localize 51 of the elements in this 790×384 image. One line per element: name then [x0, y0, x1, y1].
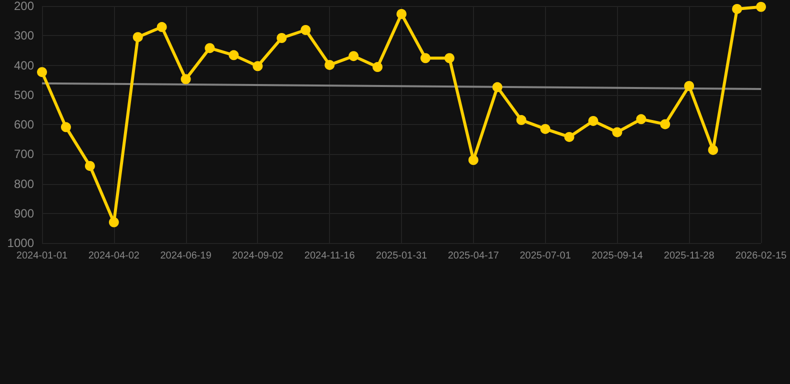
x-tick-label: 2024-01-01	[16, 250, 68, 262]
x-tick-label: 2024-11-16	[304, 250, 356, 262]
y-tick-label: 700	[14, 147, 34, 162]
point	[660, 119, 670, 130]
point	[516, 115, 526, 126]
point	[324, 60, 335, 70]
point	[372, 62, 383, 72]
point	[156, 22, 167, 32]
point	[708, 144, 718, 155]
x-tick-label: 2026-02-15	[735, 250, 788, 262]
y-tick-label: 1000	[7, 236, 34, 250]
point	[444, 53, 454, 64]
y-tick-label: 500	[14, 88, 34, 102]
point	[37, 67, 47, 78]
point	[756, 2, 766, 12]
y-tick-label: 300	[14, 28, 34, 43]
point	[564, 132, 574, 142]
x-tick-label: 2024-06-19	[160, 250, 212, 262]
point	[252, 61, 263, 72]
point	[60, 122, 71, 132]
point	[420, 53, 430, 64]
y-tick-label: 200	[14, 0, 34, 13]
point	[612, 127, 622, 138]
point	[636, 114, 646, 124]
point	[732, 4, 742, 14]
point	[180, 74, 191, 84]
point	[540, 124, 550, 134]
point	[300, 25, 311, 35]
y-tick-label: 900	[14, 206, 34, 220]
point	[684, 80, 694, 91]
point	[396, 9, 406, 19]
x-tick-label: 2025-07-01	[520, 250, 572, 262]
point	[108, 217, 119, 228]
x-tick-label: 2025-01-31	[376, 250, 428, 262]
point	[276, 32, 287, 43]
x-tick-label: 2025-09-14	[592, 250, 644, 262]
y-tick-label: 400	[14, 58, 34, 72]
y-tick-label: 600	[14, 118, 34, 132]
y-tick-label: 800	[14, 176, 34, 191]
point	[468, 155, 478, 166]
x-tick-label: 2024-09-02	[232, 250, 284, 262]
point	[132, 32, 143, 42]
point	[228, 50, 239, 60]
point	[492, 82, 502, 92]
x-tick-label: 2025-04-17	[448, 250, 500, 262]
point	[84, 160, 95, 171]
x-tick-label: 2024-04-02	[88, 250, 140, 262]
x-tick-label: 2025-11-28	[664, 250, 715, 262]
point	[204, 43, 215, 54]
point	[588, 116, 598, 126]
point	[348, 51, 359, 62]
